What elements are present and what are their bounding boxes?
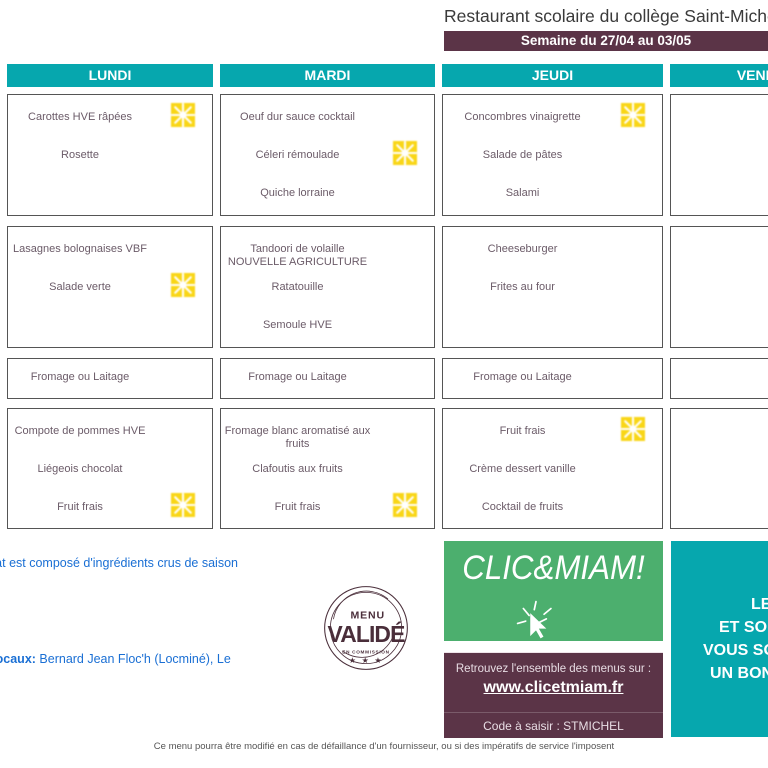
svg-text:★ ★ ★: ★ ★ ★ [349, 656, 383, 665]
svg-text:EN COMMISSION: EN COMMISSION [342, 650, 389, 655]
svg-text:MENU: MENU [350, 609, 385, 621]
svg-text:VALIDÉ: VALIDÉ [328, 621, 406, 647]
